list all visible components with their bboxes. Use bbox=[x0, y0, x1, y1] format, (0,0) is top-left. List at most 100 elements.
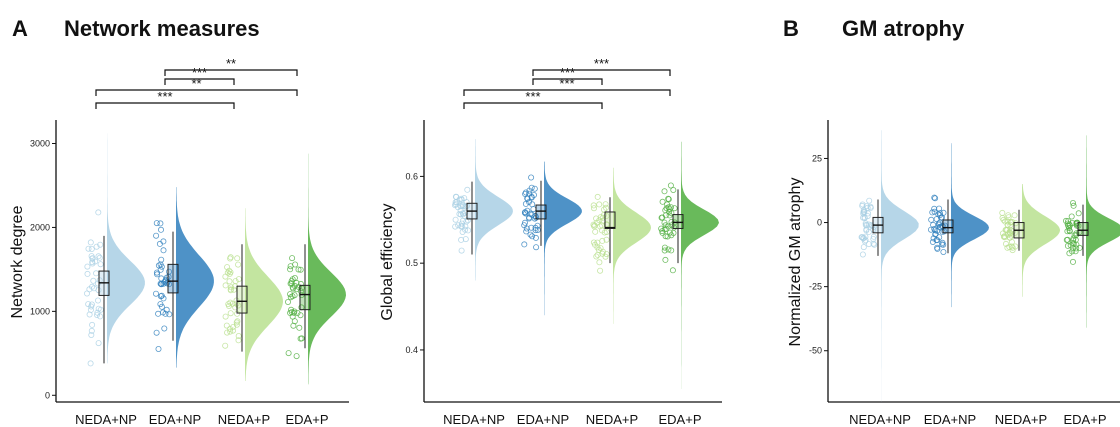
point-neda-p bbox=[603, 204, 610, 211]
point-eda-p bbox=[666, 212, 673, 219]
point-neda-np bbox=[465, 227, 472, 234]
point-eda-np bbox=[152, 290, 159, 297]
point-eda-np bbox=[155, 310, 162, 317]
point-eda-np bbox=[522, 209, 529, 216]
significance-bracket bbox=[532, 78, 603, 85]
point-eda-np bbox=[934, 244, 941, 251]
point-eda-p bbox=[1070, 245, 1077, 252]
point-neda-np bbox=[451, 202, 458, 209]
panel-title-a: Network measures bbox=[64, 16, 260, 41]
point-neda-np bbox=[858, 234, 865, 241]
significance-label: *** bbox=[594, 56, 609, 71]
point-eda-np bbox=[153, 220, 160, 227]
point-neda-np bbox=[454, 204, 461, 211]
box-eda-p bbox=[1077, 222, 1089, 236]
point-eda-p bbox=[288, 306, 295, 313]
density-eda-p bbox=[308, 153, 346, 385]
x-tick-label-eda-np: EDA+NP bbox=[924, 412, 976, 427]
point-neda-np bbox=[95, 209, 102, 216]
point-eda-np bbox=[533, 244, 540, 251]
point-eda-p bbox=[287, 291, 294, 298]
point-neda-p bbox=[235, 302, 242, 309]
point-eda-p bbox=[287, 263, 294, 270]
box-eda-np bbox=[942, 219, 954, 234]
significance-bracket bbox=[164, 78, 235, 85]
point-neda-p bbox=[601, 229, 608, 236]
point-neda-p bbox=[1011, 212, 1018, 219]
point-eda-p bbox=[289, 284, 296, 291]
significance-label: *** bbox=[560, 65, 575, 80]
point-neda-np bbox=[87, 239, 94, 246]
point-neda-np bbox=[452, 223, 459, 230]
point-neda-np bbox=[97, 241, 104, 248]
x-tick-label-neda-np: NEDA+NP bbox=[443, 412, 505, 427]
point-eda-np bbox=[526, 214, 533, 221]
point-eda-np bbox=[161, 325, 168, 332]
y-axis-label: Normalized GM atrophy bbox=[787, 178, 804, 347]
point-eda-p bbox=[291, 292, 298, 299]
point-eda-np bbox=[531, 185, 538, 192]
panel-letter-b: B bbox=[783, 16, 799, 41]
point-neda-np bbox=[89, 255, 96, 262]
point-eda-p bbox=[669, 267, 676, 274]
x-tick-label-eda-p: EDA+P bbox=[1064, 412, 1107, 427]
point-eda-p bbox=[1070, 258, 1077, 265]
point-neda-p bbox=[232, 278, 239, 285]
point-neda-p bbox=[230, 323, 237, 330]
point-neda-np bbox=[859, 202, 866, 209]
box-neda-p bbox=[604, 211, 616, 229]
point-eda-p bbox=[668, 247, 675, 254]
point-neda-p bbox=[1005, 212, 1012, 219]
point-eda-p bbox=[662, 207, 669, 214]
point-eda-p bbox=[1069, 248, 1076, 255]
point-eda-p bbox=[293, 353, 300, 360]
significance-label: ** bbox=[226, 56, 236, 71]
y-tick-label: 0 bbox=[817, 218, 822, 228]
point-eda-np bbox=[163, 306, 170, 313]
point-eda-np bbox=[940, 248, 947, 255]
point-neda-np bbox=[870, 233, 877, 240]
point-neda-p bbox=[596, 259, 603, 266]
point-eda-np bbox=[522, 189, 529, 196]
point-neda-p bbox=[234, 255, 241, 262]
point-eda-np bbox=[930, 235, 937, 242]
x-tick-label-eda-np: EDA+NP bbox=[517, 412, 569, 427]
point-eda-p bbox=[667, 229, 674, 236]
point-neda-p bbox=[594, 251, 601, 258]
point-eda-np bbox=[522, 200, 529, 207]
point-eda-p bbox=[670, 229, 677, 236]
point-neda-p bbox=[1008, 238, 1015, 245]
point-neda-np bbox=[862, 233, 869, 240]
point-neda-np bbox=[85, 245, 92, 252]
point-neda-np bbox=[864, 204, 871, 211]
point-neda-p bbox=[227, 328, 234, 335]
density-eda-p bbox=[681, 141, 719, 389]
point-eda-p bbox=[665, 223, 672, 230]
point-eda-np bbox=[524, 195, 531, 202]
point-neda-p bbox=[225, 301, 232, 308]
density-neda-p bbox=[613, 167, 651, 324]
point-eda-np bbox=[530, 206, 537, 213]
point-eda-np bbox=[153, 329, 160, 336]
y-tick-label: 1000 bbox=[30, 306, 50, 316]
density-neda-p bbox=[245, 208, 283, 382]
point-eda-p bbox=[1065, 218, 1072, 225]
panel-letter-a: A bbox=[12, 16, 28, 41]
point-eda-p bbox=[1076, 244, 1083, 251]
point-neda-p bbox=[603, 251, 610, 258]
point-eda-p bbox=[664, 201, 671, 208]
point-neda-np bbox=[865, 241, 872, 248]
significance-bracket bbox=[164, 69, 298, 76]
point-neda-np bbox=[456, 210, 463, 217]
point-neda-p bbox=[226, 325, 233, 332]
point-neda-p bbox=[597, 245, 604, 252]
x-tick-label-neda-p: NEDA+P bbox=[586, 412, 638, 427]
point-eda-np bbox=[154, 271, 161, 278]
point-eda-np bbox=[156, 240, 163, 247]
point-neda-p bbox=[593, 253, 600, 260]
point-eda-p bbox=[291, 274, 298, 281]
global-efficiency-chart: Global efficiency 0.4 0.5 0.6 NEDA+NP EDA+NP N… bbox=[379, 56, 722, 427]
point-eda-p bbox=[291, 308, 298, 315]
point-neda-np bbox=[88, 331, 95, 338]
point-eda-p bbox=[661, 244, 668, 251]
